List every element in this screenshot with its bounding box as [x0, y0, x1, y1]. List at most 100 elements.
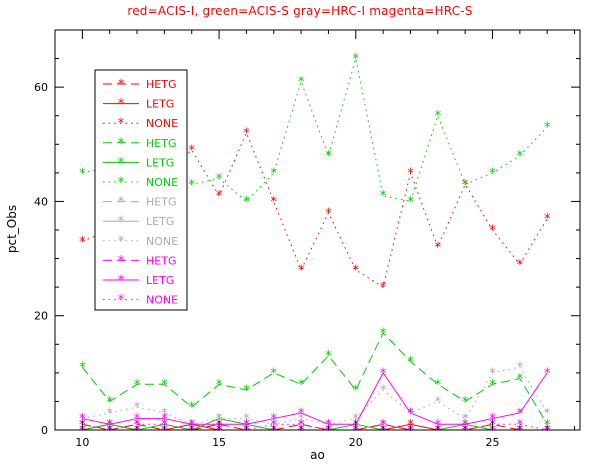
data-marker: * — [79, 361, 86, 376]
data-marker: * — [271, 366, 278, 381]
y-axis-label: pct_Obs — [5, 204, 19, 254]
y-tick-label: 60 — [34, 81, 48, 94]
data-marker: * — [79, 424, 86, 439]
data-marker: * — [544, 418, 551, 433]
x-axis-label: ao — [310, 448, 325, 462]
data-marker: * — [435, 418, 442, 433]
data-marker: * — [188, 424, 195, 439]
data-marker: * — [462, 418, 469, 433]
data-marker: * — [407, 195, 414, 210]
legend-marker: * — [118, 234, 125, 249]
data-marker: * — [544, 121, 551, 136]
data-marker: * — [435, 395, 442, 410]
data-marker: * — [435, 424, 442, 439]
data-marker: * — [517, 361, 524, 376]
data-marker: * — [161, 424, 168, 439]
data-marker: * — [544, 424, 551, 439]
data-marker: * — [106, 424, 113, 439]
data-marker: * — [380, 424, 387, 439]
data-marker: * — [489, 424, 496, 439]
data-marker: * — [106, 424, 113, 439]
series-line-hrc-s-letg — [82, 371, 548, 425]
data-marker: * — [298, 418, 305, 433]
data-marker: * — [161, 424, 168, 439]
data-marker: * — [380, 384, 387, 399]
data-marker: * — [407, 418, 414, 433]
data-marker: * — [325, 424, 332, 439]
data-marker: * — [134, 418, 141, 433]
data-marker: * — [325, 424, 332, 439]
data-marker: * — [435, 241, 442, 256]
legend-marker: * — [118, 215, 125, 230]
data-marker: * — [161, 406, 168, 421]
data-marker: * — [517, 149, 524, 164]
legend-marker: * — [118, 195, 125, 210]
data-marker: * — [188, 144, 195, 159]
data-marker: * — [188, 424, 195, 439]
data-marker: * — [271, 424, 278, 439]
data-marker: * — [544, 424, 551, 439]
data-marker: * — [161, 424, 168, 439]
legend-marker: * — [118, 156, 125, 171]
data-marker: * — [407, 166, 414, 181]
data-marker: * — [325, 349, 332, 364]
data-marker: * — [298, 406, 305, 421]
data-marker: * — [380, 424, 387, 439]
data-marker: * — [462, 178, 469, 193]
data-marker: * — [271, 195, 278, 210]
legend-label: HETG — [146, 254, 176, 267]
data-marker: * — [325, 149, 332, 164]
legend-marker: * — [118, 136, 125, 151]
data-marker: * — [188, 418, 195, 433]
data-marker: * — [325, 424, 332, 439]
legend-marker: * — [118, 254, 125, 269]
data-marker: * — [407, 406, 414, 421]
legend-label: HETG — [146, 78, 176, 91]
data-marker: * — [517, 372, 524, 387]
data-marker: * — [216, 424, 223, 439]
legend-label: LETG — [146, 215, 174, 228]
data-marker: * — [243, 418, 250, 433]
data-marker: * — [79, 412, 86, 427]
data-marker: * — [271, 412, 278, 427]
data-marker: * — [325, 206, 332, 221]
data-marker: * — [353, 412, 360, 427]
data-marker: * — [79, 412, 86, 427]
data-marker: * — [188, 401, 195, 416]
legend-box — [94, 69, 188, 311]
data-marker: * — [489, 166, 496, 181]
data-marker: * — [407, 424, 414, 439]
data-marker: * — [188, 418, 195, 433]
data-marker: * — [462, 424, 469, 439]
data-marker: * — [517, 418, 524, 433]
data-marker: * — [544, 212, 551, 227]
data-marker: * — [298, 424, 305, 439]
data-marker: * — [298, 424, 305, 439]
data-marker: * — [462, 178, 469, 193]
series-line-acis-s-hetg — [81, 331, 548, 425]
data-marker: * — [79, 424, 86, 439]
data-marker: * — [216, 424, 223, 439]
data-marker: * — [353, 424, 360, 439]
data-marker: * — [243, 418, 250, 433]
legend-label: HETG — [146, 196, 176, 209]
data-marker: * — [489, 424, 496, 439]
data-marker: * — [298, 424, 305, 439]
data-marker: * — [462, 418, 469, 433]
legend-label: NONE — [146, 235, 178, 248]
data-marker: * — [188, 424, 195, 439]
data-marker: * — [298, 378, 305, 393]
data-marker: * — [134, 401, 141, 416]
data-marker: * — [134, 424, 141, 439]
data-marker: * — [489, 412, 496, 427]
legend-label: HETG — [146, 137, 176, 150]
legend-label: LETG — [146, 274, 174, 287]
data-marker: * — [544, 424, 551, 439]
data-marker: * — [161, 418, 168, 433]
data-marker: * — [435, 424, 442, 439]
legend-label: NONE — [146, 176, 178, 189]
x-tick-label: 15 — [212, 436, 226, 449]
data-marker: * — [216, 424, 223, 439]
data-marker: * — [517, 424, 524, 439]
